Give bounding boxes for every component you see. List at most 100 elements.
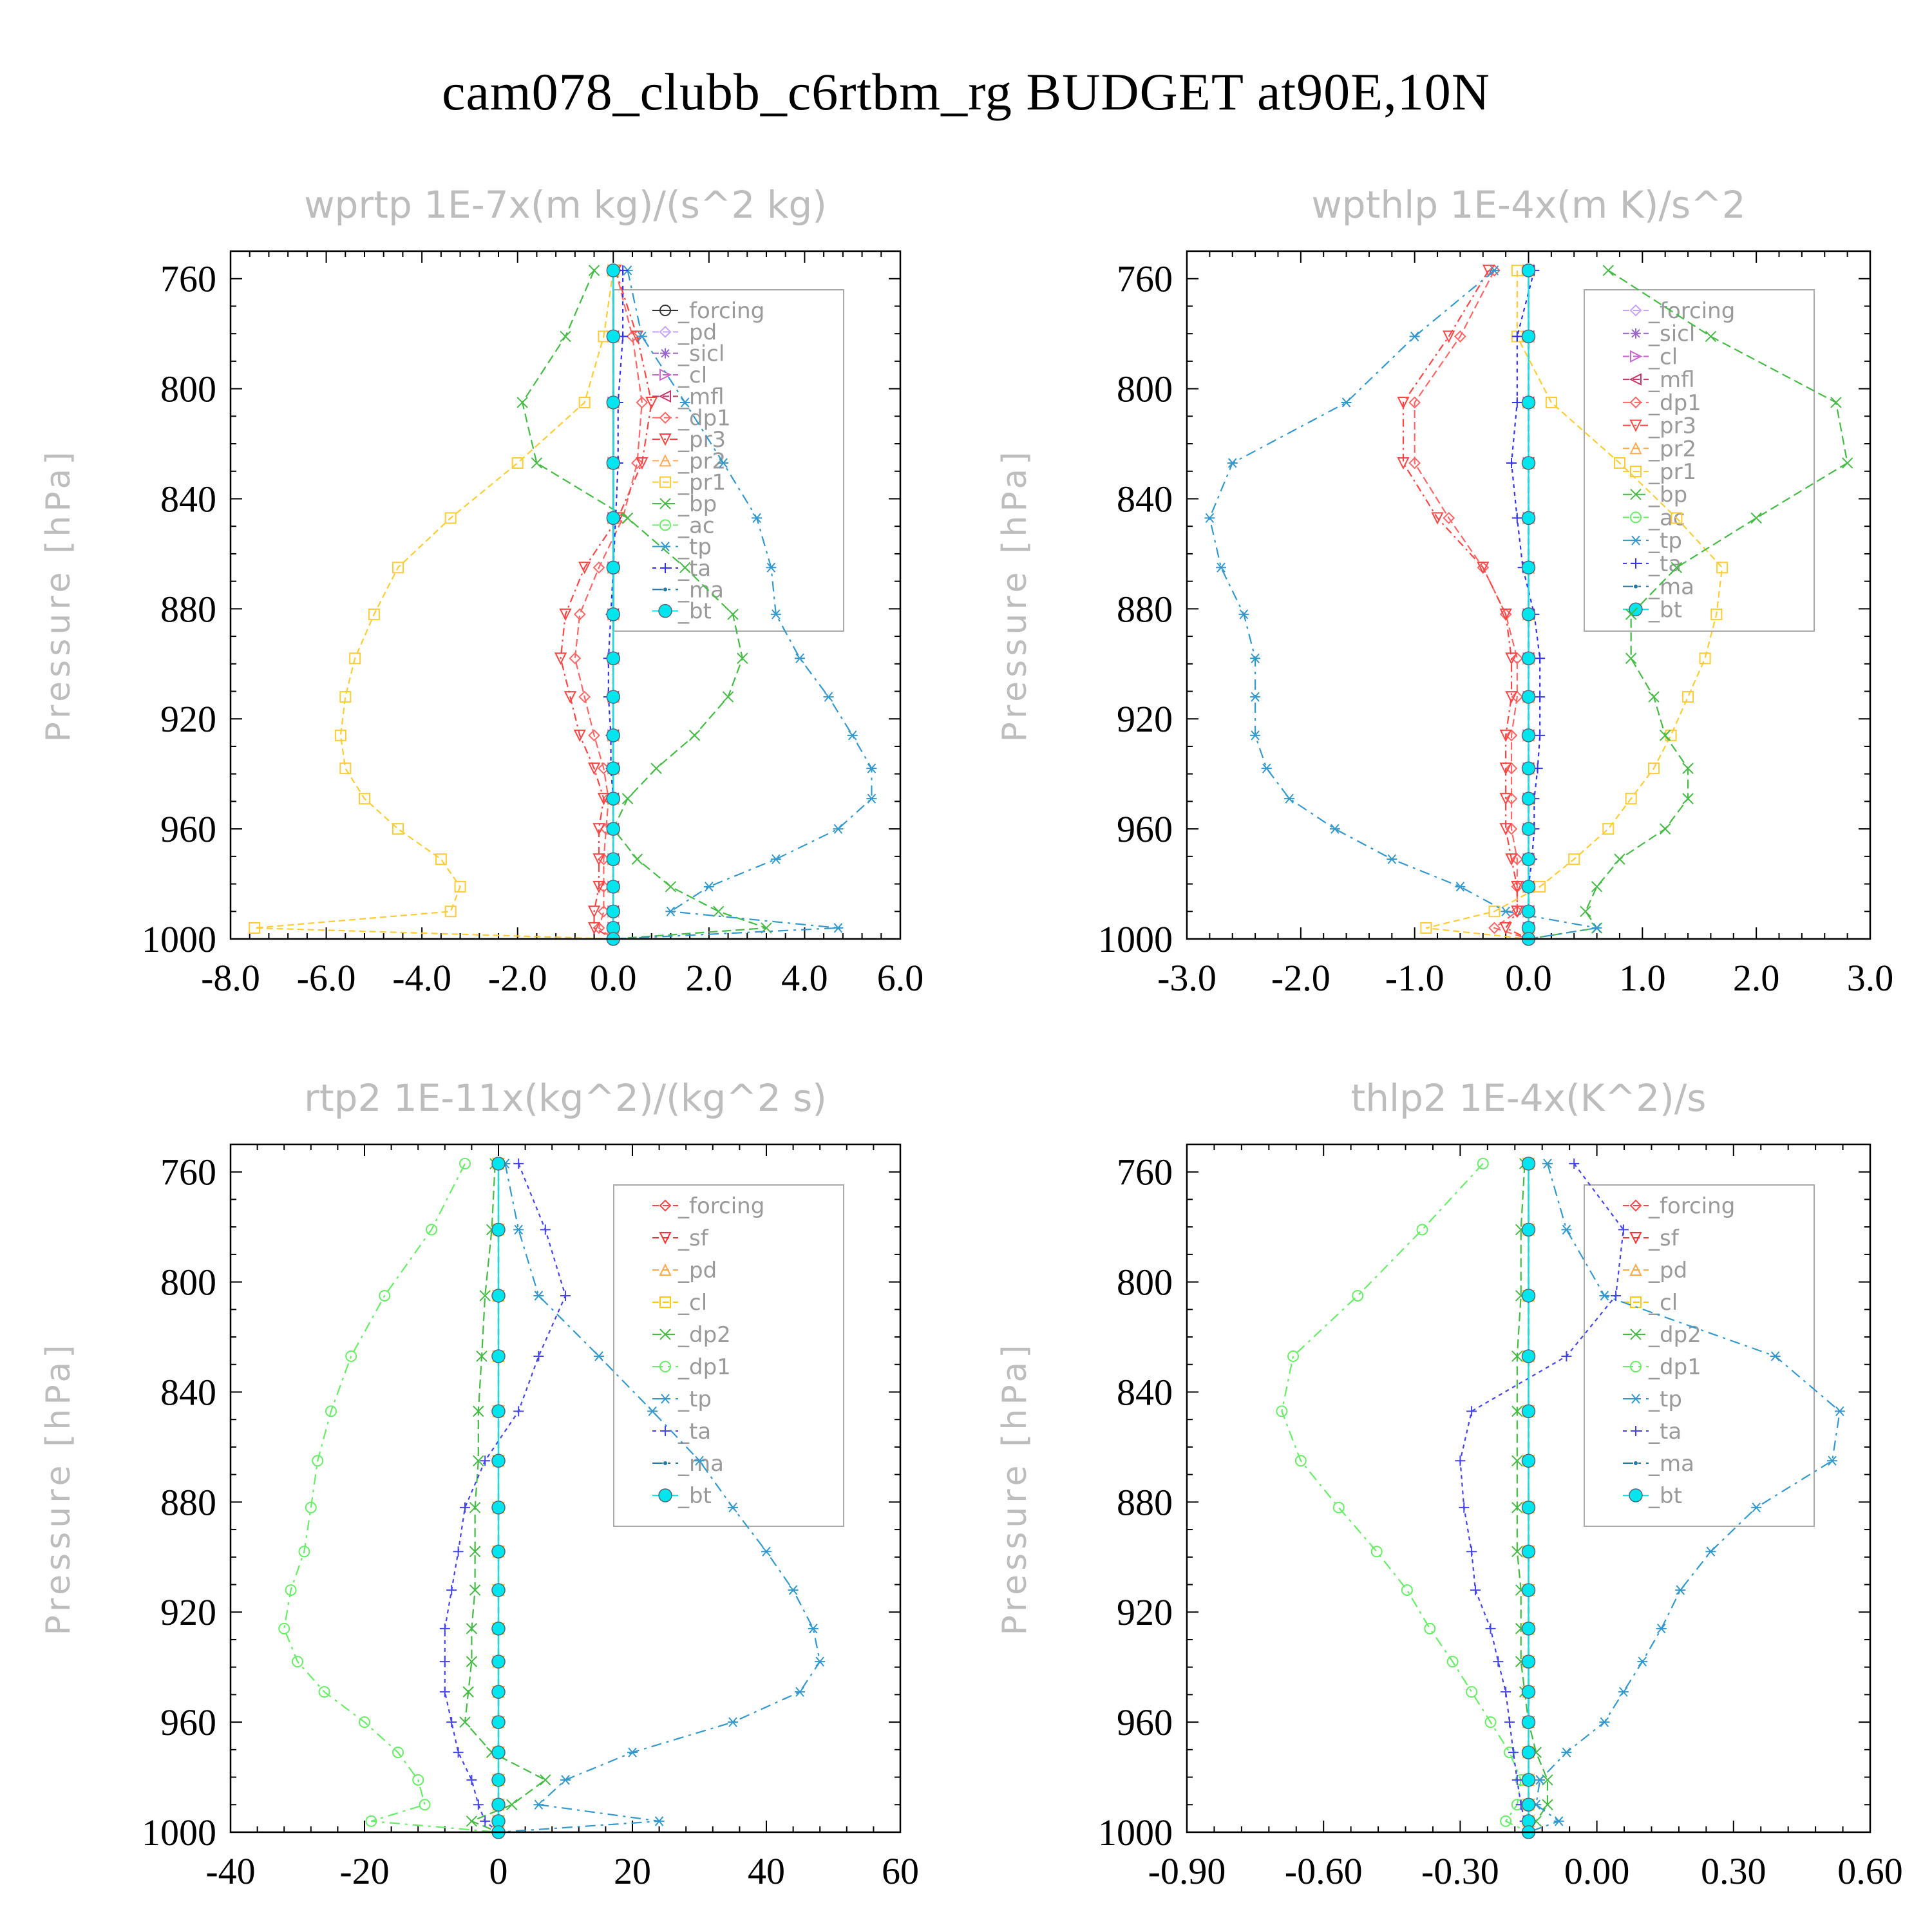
data-point: [491, 1715, 506, 1729]
data-point: [533, 1350, 544, 1361]
data-point: [1501, 906, 1511, 916]
legend-marker: [659, 1329, 671, 1340]
data-point: [491, 1289, 506, 1303]
data-point: [339, 762, 352, 775]
data-point: [588, 265, 600, 276]
data-point: [1250, 653, 1261, 663]
legend-marker: [660, 1394, 670, 1404]
data-point: [665, 881, 677, 893]
legend-marker: [659, 433, 672, 446]
data-point: [1250, 692, 1261, 702]
data-point: [1611, 1290, 1622, 1301]
legend-label: _dp1: [677, 406, 731, 431]
data-point: [506, 1799, 518, 1810]
data-point: [1499, 922, 1512, 935]
data-point: [569, 652, 582, 665]
data-point: [606, 456, 621, 470]
data-point: [1511, 397, 1522, 408]
data-point: [459, 1716, 471, 1728]
data-point: [249, 922, 261, 934]
data-point: [1834, 1406, 1845, 1417]
data-point: [540, 1224, 551, 1235]
page-title: cam078_clubb_c6rtbm_rg BUDGET at90E,10N: [442, 62, 1490, 121]
data-point: [439, 1687, 450, 1698]
data-point: [1521, 822, 1536, 836]
data-point: [606, 880, 621, 894]
y-tick-label: 880: [160, 588, 216, 630]
data-point: [466, 1774, 477, 1785]
series-line: [1459, 1163, 1625, 1833]
data-point: [1561, 1350, 1572, 1361]
data-point: [1506, 457, 1517, 468]
legend-marker: [1631, 535, 1641, 545]
data-point: [808, 1624, 819, 1634]
data-point: [1250, 730, 1261, 741]
data-point: [1545, 396, 1557, 408]
data-point: [480, 1815, 491, 1826]
legend-label: _forcing: [1648, 1193, 1735, 1219]
data-point: [1511, 1546, 1523, 1557]
series-line: [464, 1163, 547, 1833]
data-point: [1521, 1349, 1536, 1363]
data-point: [1568, 853, 1580, 866]
data-point: [1751, 1502, 1762, 1513]
plot-frame: [1186, 250, 1871, 940]
legend-box: [1584, 1184, 1815, 1527]
legend-marker: [1630, 350, 1643, 363]
legend-label: _pr1: [1648, 459, 1696, 485]
legend-label: _forcing: [677, 1193, 764, 1219]
data-point: [1397, 457, 1410, 470]
y-tick-label: 1000: [1098, 1812, 1173, 1853]
data-point: [278, 1622, 290, 1634]
x-tick-label: -20: [339, 1850, 389, 1892]
data-point: [573, 729, 586, 743]
legend-box: [613, 1184, 844, 1527]
panel-title: wprtp 1E-7x(m kg)/(s^2 kg): [304, 183, 827, 227]
data-point: [439, 1656, 450, 1667]
data-point: [1397, 396, 1410, 410]
data-point: [1238, 609, 1249, 620]
data-point: [412, 1774, 424, 1786]
data-point: [606, 511, 621, 526]
data-point: [766, 562, 777, 573]
data-point: [1329, 824, 1340, 834]
data-point: [513, 1158, 524, 1169]
data-point: [453, 1747, 464, 1758]
data-point: [560, 1290, 571, 1301]
legend-marker: [1634, 584, 1638, 589]
data-point: [531, 457, 543, 469]
plot-frame: [229, 250, 902, 940]
data-point: [491, 1349, 506, 1363]
legend-marker: [660, 348, 670, 359]
data-point: [1682, 691, 1694, 703]
data-point: [1511, 652, 1524, 665]
legend-label: _tp: [1648, 528, 1682, 554]
data-point: [737, 652, 748, 664]
data-point: [1511, 513, 1522, 524]
data-point: [1613, 457, 1625, 469]
y-tick-label: 840: [1117, 1371, 1173, 1413]
y-tick-label: 880: [160, 1481, 216, 1523]
data-point: [325, 1405, 337, 1417]
y-tick-label: 760: [160, 258, 216, 300]
data-point: [349, 652, 361, 665]
legend-marker: [1630, 1329, 1642, 1340]
legend-label: _cl: [677, 1290, 707, 1316]
x-tick-label: 0.0: [590, 957, 637, 999]
data-point: [1489, 265, 1500, 276]
series-line: [521, 270, 767, 940]
data-point: [761, 1546, 772, 1557]
legend-marker: [1630, 1361, 1642, 1372]
data-point: [1521, 1454, 1536, 1468]
data-point: [1671, 512, 1683, 524]
y-tick-label: 840: [160, 1371, 216, 1413]
legend-marker: [659, 412, 672, 424]
y-tick-label: 840: [1117, 478, 1173, 520]
data-point: [1477, 562, 1490, 574]
legend-label: _sicl: [1648, 321, 1695, 347]
x-tick-label: -40: [205, 1850, 255, 1892]
data-point: [516, 397, 528, 408]
data-point: [1521, 263, 1536, 278]
x-tick-label: -2.0: [1271, 957, 1331, 999]
legend-marker: [659, 1296, 671, 1308]
